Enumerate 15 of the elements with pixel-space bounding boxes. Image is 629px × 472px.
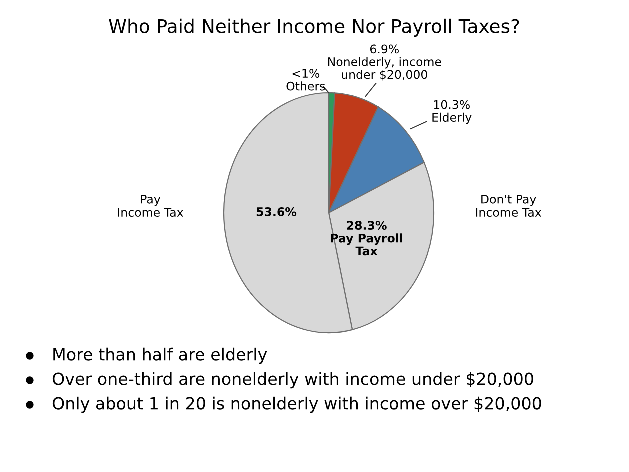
text: Pay Income Tax (118, 195, 184, 218)
data-label: <1% (292, 69, 320, 78)
text: Don't Pay Income Tax (476, 195, 542, 218)
slice-label: Elderly (432, 112, 472, 124)
data-label: 53.6% (256, 207, 297, 216)
slice-label: Pay Payroll Tax (331, 234, 403, 256)
text: Only about 1 in 20 is nonelderly with income over $20,000 (52, 396, 542, 414)
data-label: 28.3% (347, 221, 387, 230)
text: More than half are elderly (54, 348, 268, 364)
slice-label: Others (286, 82, 326, 91)
text: Over one-third are nonelderly with income under $20,000 (52, 372, 534, 389)
slice-label: Nonelderly, income under $20,000 (328, 57, 442, 81)
data-label: 6.9% (370, 44, 399, 54)
chart-title: Who Paid Neither Income Nor Payroll Taxes? (109, 18, 520, 38)
data-label: 10.3% (434, 100, 470, 110)
